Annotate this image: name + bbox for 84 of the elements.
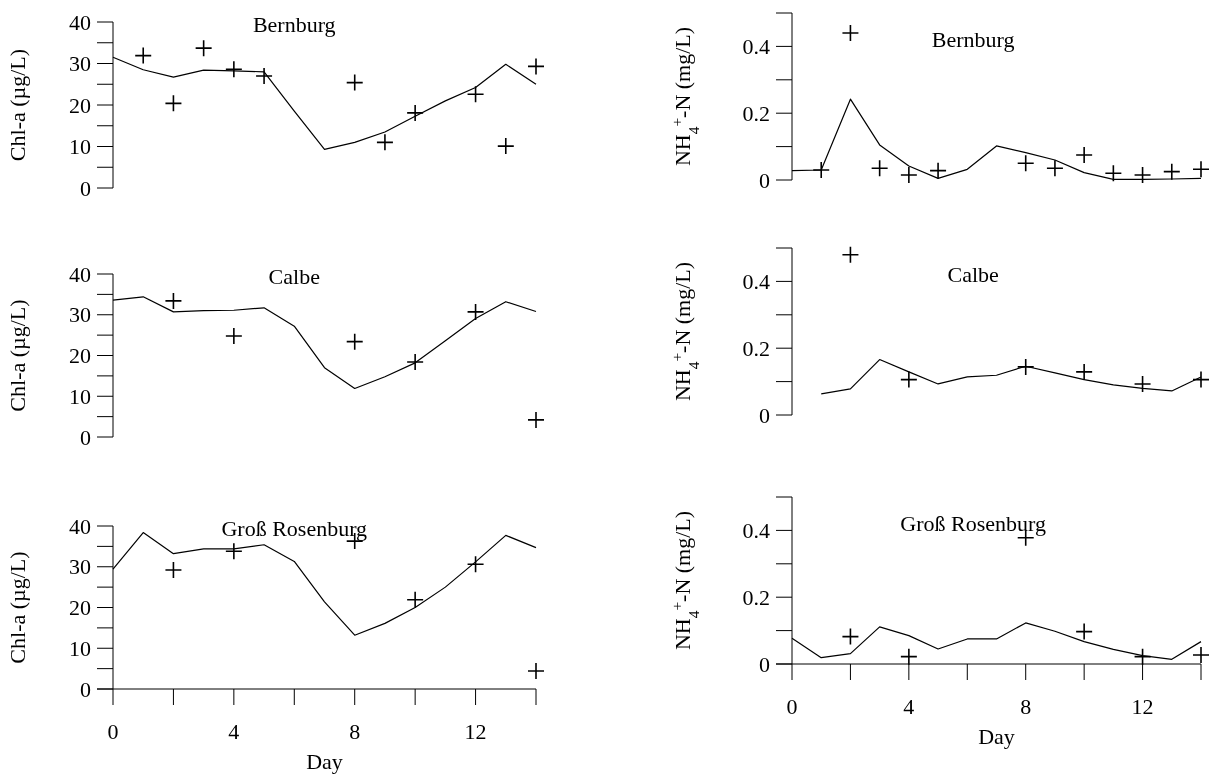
y-tick-label: 10	[69, 134, 91, 160]
x-axis-title: Day	[978, 724, 1015, 749]
point	[1046, 159, 1064, 178]
point	[225, 327, 243, 345]
point	[1016, 358, 1035, 376]
point	[345, 332, 364, 351]
y-tick-label: 10	[69, 635, 91, 661]
point	[496, 137, 515, 155]
x-tick-label: 0	[786, 694, 798, 719]
x-tick-label: 12	[464, 719, 487, 744]
x-tick-label: 4	[903, 694, 915, 719]
y-tick-label: 0.2	[742, 335, 770, 361]
point	[527, 662, 545, 680]
point	[527, 57, 545, 76]
point	[466, 85, 485, 104]
y-tick-label: 0.2	[742, 584, 770, 610]
point	[466, 303, 485, 321]
x-tick-label: 12	[1131, 694, 1154, 719]
point	[194, 39, 213, 57]
y-tick-label: 0.2	[742, 100, 770, 126]
point	[900, 166, 918, 184]
text: Bernburg	[931, 27, 1015, 52]
point	[225, 542, 243, 561]
point	[164, 561, 183, 579]
y-tick-label: 0.4	[742, 34, 770, 60]
point	[527, 411, 545, 429]
x-tick-label: 8	[1020, 694, 1032, 719]
point	[929, 161, 947, 180]
y-tick-label: 30	[69, 302, 91, 328]
point	[870, 159, 889, 178]
y-tick-label: 0	[759, 651, 770, 677]
y-axis-title: Chl-a (µg/L)	[5, 299, 30, 412]
point	[164, 94, 183, 113]
point	[1133, 166, 1152, 184]
x-tick-label: 8	[349, 719, 361, 744]
point	[406, 590, 424, 609]
y-tick-label: 30	[69, 554, 91, 580]
point	[406, 353, 424, 371]
y-tick-label: 20	[69, 343, 91, 369]
chart-title: Groß Rosenburg	[221, 516, 368, 541]
y-tick-label: 30	[69, 51, 91, 77]
point	[164, 292, 183, 310]
y-tick-label: 0	[759, 402, 770, 428]
y-tick-label: 0	[80, 676, 91, 702]
point	[134, 46, 153, 65]
y-tick-label: 0	[759, 167, 770, 193]
chart-title: Bernburg	[252, 12, 336, 37]
point	[1192, 370, 1210, 389]
y-tick-label: 0	[80, 175, 91, 201]
point	[376, 133, 394, 152]
text: Groß Rosenburg	[900, 511, 1046, 536]
point	[1075, 146, 1093, 164]
chart-title: Calbe	[268, 264, 320, 289]
y-axis-title: Chl-a (µg/L)	[5, 48, 30, 162]
point	[1162, 162, 1181, 181]
point	[466, 555, 485, 574]
y-tick-label: 20	[69, 92, 91, 118]
x-tick-label: 4	[228, 719, 240, 744]
y-axis-title: Chl-a (µg/L)	[5, 551, 30, 664]
point	[812, 161, 831, 179]
y-tick-label: 40	[69, 513, 91, 539]
point	[1016, 154, 1035, 173]
y-tick-label: 40	[69, 261, 91, 287]
point	[841, 245, 860, 264]
x-axis-title: Day	[306, 749, 343, 774]
y-tick-label: 10	[69, 383, 91, 409]
text: Calbe	[947, 262, 999, 287]
point	[255, 67, 273, 85]
y-tick-label: 0.4	[742, 269, 770, 295]
point	[1075, 622, 1093, 641]
point	[900, 370, 918, 389]
point	[841, 627, 860, 646]
y-tick-label: 20	[69, 595, 91, 621]
point	[1104, 164, 1123, 183]
y-tick-label: 0.4	[742, 518, 770, 544]
y-tick-label: 0	[80, 424, 91, 450]
point	[406, 104, 424, 122]
point	[345, 73, 364, 92]
x-tick-label: 0	[107, 719, 119, 744]
point	[225, 60, 243, 79]
point	[1133, 375, 1152, 393]
point	[841, 24, 860, 42]
point	[1075, 363, 1093, 381]
y-tick-label: 40	[69, 9, 91, 35]
